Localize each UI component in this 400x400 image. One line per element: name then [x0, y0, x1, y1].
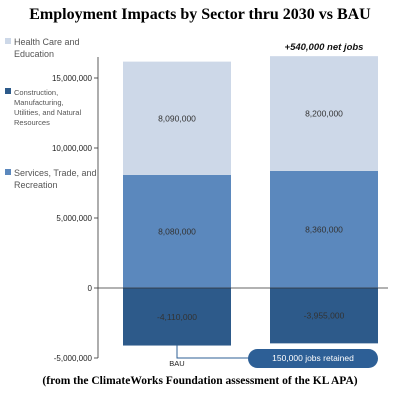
legend-services-label: Services, Trade, and	[14, 168, 97, 178]
legend-construction-label: Construction,	[14, 88, 58, 97]
bar-health-apa	[270, 56, 378, 171]
bars-layer: 8,090,000 8,080,000 -4,110,000 BAU 8,200,000…	[123, 56, 378, 368]
legend-health-label: Health Care and	[14, 37, 80, 47]
legend-services-label: Recreation	[14, 180, 58, 190]
legend: Health Care and Education Construction,Man…	[5, 37, 97, 190]
y-tick-label: 5,000,000	[56, 214, 92, 223]
legend-construction-label: Resources	[14, 118, 50, 127]
legend-health-swatch	[5, 38, 11, 44]
data-label-health-apa: 8,200,000	[305, 109, 343, 119]
retained-annotation: 150,000 jobs retained	[272, 353, 354, 363]
bar-health-bau	[123, 61, 231, 175]
bar-construction-bau	[123, 288, 231, 346]
legend-construction: Construction,Manufacturing,Utilities, an…	[5, 88, 81, 127]
legend-services-swatch	[5, 169, 11, 175]
bar-services-bau	[123, 174, 231, 288]
y-axis: 15,000,000 10,000,000 5,000,000 0 -5,000,000	[52, 57, 388, 363]
net-jobs-annotation: +540,000 net jobs	[285, 42, 364, 53]
y-tick-label: 15,000,000	[52, 74, 93, 83]
data-label-services-bau: 8,080,000	[158, 226, 196, 236]
retained-connector	[176, 345, 255, 359]
y-tick-label: 10,000,000	[52, 144, 93, 153]
legend-construction-label: Manufacturing,	[14, 98, 64, 107]
category-label-bau: BAU	[169, 359, 184, 368]
data-label-health-bau: 8,090,000	[158, 113, 196, 123]
retained-bubble	[248, 349, 378, 368]
bar-construction-apa	[270, 288, 378, 344]
annotations: +540,000 net jobs 150,000 jobs retained	[176, 42, 378, 368]
y-tick-label: 0	[88, 284, 93, 293]
legend-health-label: Education	[14, 49, 54, 59]
source-note: (from the ClimateWorks Foundation assess…	[42, 375, 358, 387]
chart-title: Employment Impacts by Sector thru 2030 v…	[29, 6, 371, 23]
y-tick-label: -5,000,000	[54, 354, 93, 363]
bar-services-apa	[270, 170, 378, 288]
legend-construction-swatch	[5, 88, 11, 94]
legend-construction-label: Utilities, and Natural	[14, 108, 81, 117]
data-label-construction-bau: -4,110,000	[157, 312, 197, 322]
legend-health: Health Care and Education	[5, 37, 80, 59]
data-label-construction-apa: -3,955,000	[304, 311, 345, 321]
legend-services: Services, Trade, and Recreation	[5, 168, 97, 190]
data-label-services-apa: 8,360,000	[305, 224, 343, 234]
